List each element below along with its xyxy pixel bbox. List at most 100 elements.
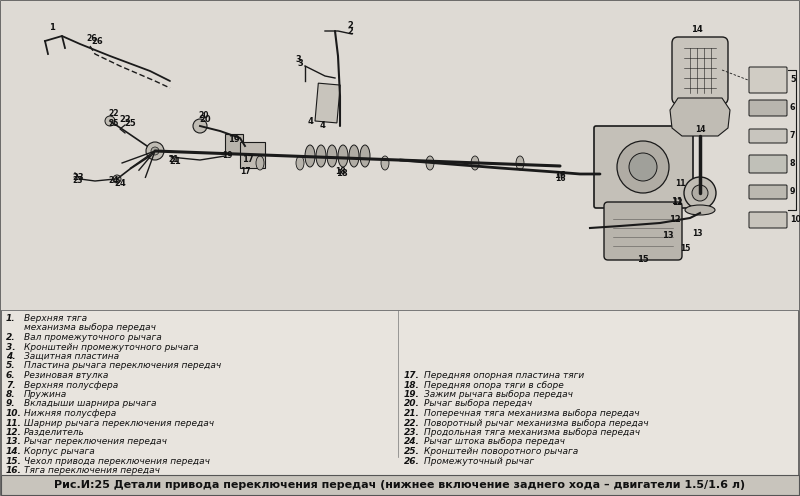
Ellipse shape bbox=[381, 156, 389, 170]
Text: Рис.И:25 Детали привода переключения передач (нижнее включение заднего хода – дв: Рис.И:25 Детали привода переключения пер… bbox=[54, 480, 746, 490]
Text: Пластина рычага переключения передач: Пластина рычага переключения передач bbox=[24, 362, 222, 371]
Circle shape bbox=[193, 119, 207, 133]
Circle shape bbox=[105, 116, 115, 126]
Text: 4.: 4. bbox=[6, 352, 16, 361]
FancyBboxPatch shape bbox=[749, 185, 787, 199]
Text: Продольная тяга механизма выбора передач: Продольная тяга механизма выбора передач bbox=[424, 428, 640, 437]
Text: 19: 19 bbox=[228, 135, 240, 144]
Text: 6.: 6. bbox=[6, 371, 16, 380]
Text: 13.: 13. bbox=[6, 437, 22, 446]
Text: 12: 12 bbox=[669, 214, 681, 224]
Text: 26: 26 bbox=[91, 37, 103, 46]
FancyBboxPatch shape bbox=[749, 100, 787, 116]
Text: Чехол привода переключения передач: Чехол привода переключения передач bbox=[24, 456, 210, 466]
Text: 8: 8 bbox=[790, 160, 796, 169]
Text: 3: 3 bbox=[297, 59, 303, 67]
Text: 23: 23 bbox=[72, 176, 82, 185]
Ellipse shape bbox=[516, 156, 524, 170]
Text: Кронштейн поворотного рычага: Кронштейн поворотного рычага bbox=[424, 447, 578, 456]
Ellipse shape bbox=[256, 156, 264, 170]
FancyBboxPatch shape bbox=[604, 202, 682, 260]
Text: Тяга переключения передач: Тяга переключения передач bbox=[24, 466, 160, 475]
Circle shape bbox=[113, 175, 121, 183]
Text: 25: 25 bbox=[124, 120, 136, 128]
Text: 9.: 9. bbox=[6, 399, 16, 409]
Text: Разделитель: Разделитель bbox=[24, 428, 85, 437]
Text: 13: 13 bbox=[662, 232, 674, 241]
Ellipse shape bbox=[338, 145, 348, 167]
Text: Передняя опора тяги в сборе: Передняя опора тяги в сборе bbox=[424, 380, 564, 389]
Text: 14: 14 bbox=[695, 125, 706, 134]
Text: 24.: 24. bbox=[404, 437, 420, 446]
Ellipse shape bbox=[360, 145, 370, 167]
Ellipse shape bbox=[316, 145, 326, 167]
Text: Поворотный рычаг механизма выбора передач: Поворотный рычаг механизма выбора переда… bbox=[424, 419, 649, 428]
Text: 11.: 11. bbox=[6, 419, 22, 428]
Text: 20.: 20. bbox=[404, 399, 420, 409]
Text: Вкладыши шарнира рычага: Вкладыши шарнира рычага bbox=[24, 399, 157, 409]
Bar bbox=[240, 142, 265, 168]
Text: Зажим рычага выбора передач: Зажим рычага выбора передач bbox=[424, 390, 573, 399]
Text: Рычаг штока выбора передач: Рычаг штока выбора передач bbox=[424, 437, 565, 446]
Text: 6: 6 bbox=[790, 104, 795, 113]
Text: 22: 22 bbox=[119, 115, 131, 124]
Text: Вал промежуточного рычага: Вал промежуточного рычага bbox=[24, 333, 162, 342]
Ellipse shape bbox=[685, 205, 715, 215]
Text: 23.: 23. bbox=[404, 428, 420, 437]
Text: 2: 2 bbox=[347, 21, 353, 30]
Text: механизма выбора передач: механизма выбора передач bbox=[24, 323, 156, 332]
Text: 14.: 14. bbox=[6, 447, 22, 456]
Text: 15: 15 bbox=[637, 255, 649, 264]
Text: 21.: 21. bbox=[404, 409, 420, 418]
Text: Нижняя полусфера: Нижняя полусфера bbox=[24, 409, 116, 418]
FancyBboxPatch shape bbox=[749, 155, 787, 173]
Text: 16: 16 bbox=[554, 172, 566, 181]
Text: Защитная пластина: Защитная пластина bbox=[24, 352, 119, 361]
Text: 12.: 12. bbox=[6, 428, 22, 437]
Text: 17.: 17. bbox=[404, 371, 420, 380]
Polygon shape bbox=[670, 98, 730, 136]
Text: 17: 17 bbox=[242, 156, 254, 165]
Circle shape bbox=[151, 147, 159, 155]
Text: 24: 24 bbox=[108, 176, 118, 185]
Ellipse shape bbox=[296, 156, 304, 170]
Text: 3.: 3. bbox=[6, 343, 16, 352]
Text: Верхняя тяга: Верхняя тяга bbox=[24, 314, 87, 323]
Bar bbox=[1, 475, 799, 495]
Text: 15.: 15. bbox=[6, 456, 22, 466]
Text: 8.: 8. bbox=[6, 390, 16, 399]
Circle shape bbox=[684, 177, 716, 209]
Text: 11: 11 bbox=[671, 196, 683, 205]
Text: 10.: 10. bbox=[6, 409, 22, 418]
FancyBboxPatch shape bbox=[749, 212, 787, 228]
Ellipse shape bbox=[471, 156, 479, 170]
Text: Пружина: Пружина bbox=[24, 390, 67, 399]
Text: 18: 18 bbox=[336, 170, 348, 179]
Text: 16.: 16. bbox=[6, 466, 22, 475]
Ellipse shape bbox=[426, 156, 434, 170]
Text: 22: 22 bbox=[108, 109, 118, 118]
Text: 16: 16 bbox=[555, 174, 566, 183]
Text: Кронштейн промежуточного рычага: Кронштейн промежуточного рычага bbox=[24, 343, 198, 352]
Text: 7.: 7. bbox=[6, 380, 16, 389]
Text: 18.: 18. bbox=[404, 380, 420, 389]
Text: Верхняя полусфера: Верхняя полусфера bbox=[24, 380, 118, 389]
Text: 23: 23 bbox=[72, 174, 84, 183]
Text: 10: 10 bbox=[790, 215, 800, 225]
FancyBboxPatch shape bbox=[594, 126, 693, 208]
Text: 3: 3 bbox=[295, 55, 301, 64]
Circle shape bbox=[617, 141, 669, 193]
Text: Корпус рычага: Корпус рычага bbox=[24, 447, 94, 456]
Text: 25.: 25. bbox=[404, 447, 420, 456]
Text: 22.: 22. bbox=[404, 419, 420, 428]
Circle shape bbox=[146, 142, 164, 160]
Text: 19: 19 bbox=[222, 151, 233, 160]
Text: 20: 20 bbox=[198, 111, 209, 120]
Text: 1.: 1. bbox=[6, 314, 16, 323]
Text: 19.: 19. bbox=[404, 390, 420, 399]
Text: 9: 9 bbox=[790, 187, 795, 196]
Text: 4: 4 bbox=[307, 117, 313, 126]
FancyBboxPatch shape bbox=[749, 129, 787, 143]
Text: 21: 21 bbox=[168, 155, 178, 164]
Circle shape bbox=[629, 153, 657, 181]
